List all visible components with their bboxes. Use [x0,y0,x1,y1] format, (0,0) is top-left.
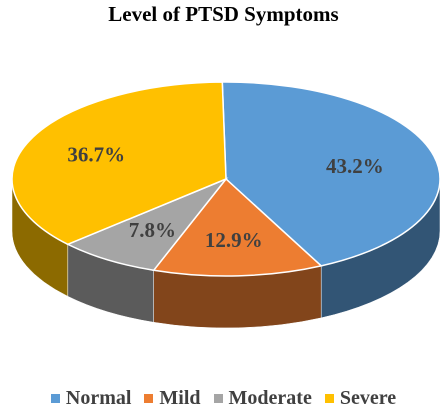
legend-label-severe: Severe [339,387,397,409]
legend-swatch-severe [324,394,334,403]
legend-swatch-moderate [213,394,223,403]
data-label-mild: 12.9% [205,228,263,252]
legend: Normal Mild Moderate Severe [0,387,447,410]
legend-item-severe: Severe [324,387,397,410]
legend-swatch-mild [144,394,154,403]
data-label-normal: 43.2% [326,154,384,178]
pie-labels: 43.2% 12.9% 7.8% 36.7% [67,143,383,252]
pie-tops [11,81,441,277]
slice-severe [11,81,227,246]
legend-item-mild: Mild [144,387,201,410]
legend-label-normal: Normal [65,387,132,409]
legend-item-moderate: Moderate [213,387,312,410]
chart-title: Level of PTSD Symptoms [108,2,339,26]
legend-swatch-normal [50,394,60,403]
legend-label-mild: Mild [159,387,201,409]
pie-sides [11,178,441,329]
slice-moderate [65,177,229,272]
data-label-moderate: 7.8% [129,218,176,242]
slice-normal [221,81,441,267]
legend-item-normal: Normal [50,387,132,410]
legend-label-moderate: Moderate [228,387,312,409]
data-label-severe: 36.7% [67,143,125,167]
slice-mild [152,177,323,277]
